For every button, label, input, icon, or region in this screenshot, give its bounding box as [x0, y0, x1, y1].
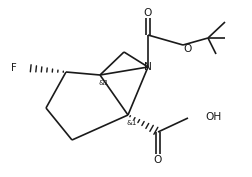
Text: OH: OH [204, 112, 220, 122]
Text: F: F [11, 63, 17, 73]
Text: O: O [183, 44, 192, 54]
Text: O: O [143, 8, 152, 18]
Text: &1: &1 [126, 120, 137, 126]
Text: N: N [143, 62, 151, 72]
Text: O: O [153, 155, 162, 165]
Text: &1: &1 [99, 80, 109, 86]
